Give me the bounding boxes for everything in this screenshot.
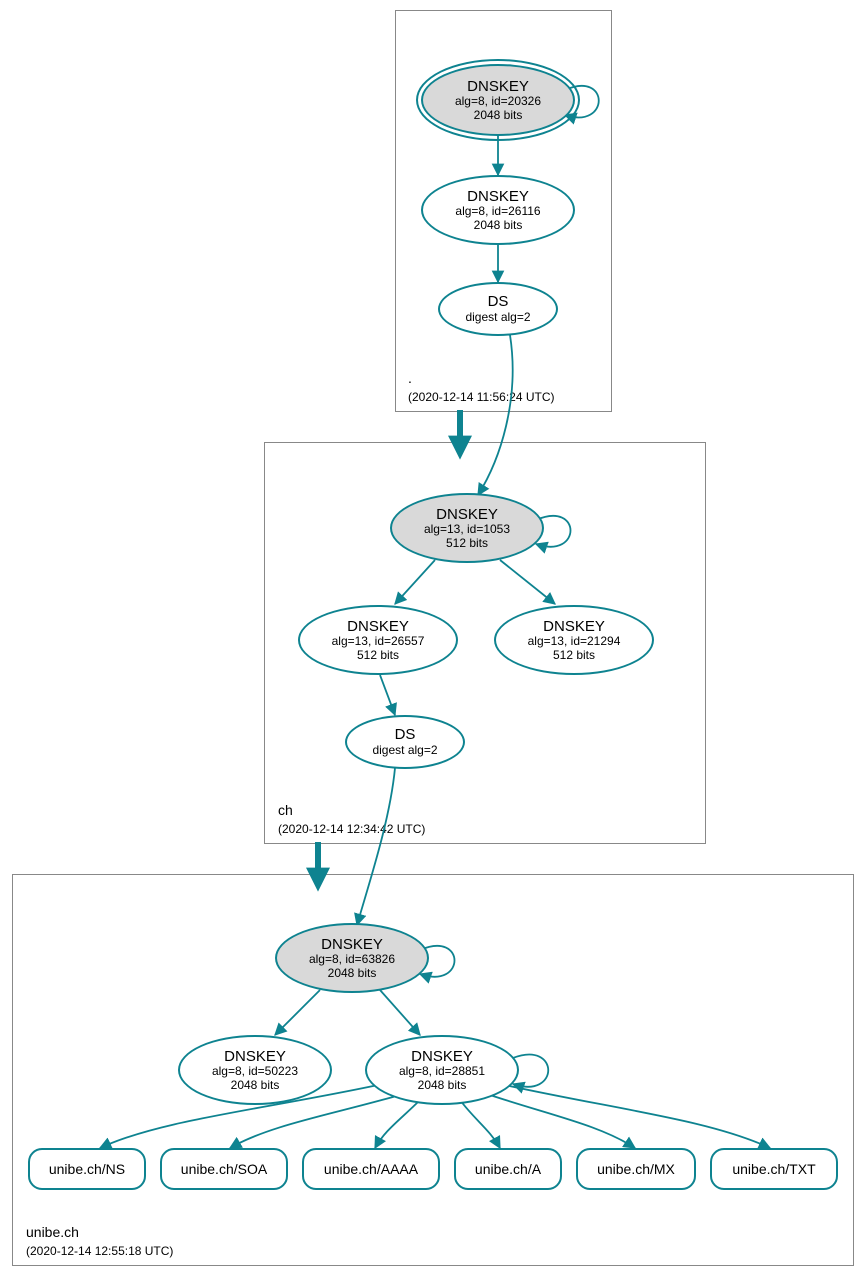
node-sub2: 512 bits	[446, 537, 488, 551]
node-root-ksk: DNSKEY alg=8, id=20326 2048 bits	[421, 64, 575, 136]
node-sub1: alg=8, id=26116	[455, 205, 540, 219]
node-title: DNSKEY	[467, 78, 529, 95]
node-title: DNSKEY	[347, 618, 409, 635]
node-title: DS	[395, 726, 416, 743]
node-sub2: 512 bits	[357, 649, 399, 663]
node-sub1: alg=13, id=21294	[528, 635, 621, 649]
node-ch-zsk1: DNSKEY alg=13, id=26557 512 bits	[298, 605, 458, 675]
record-mx: unibe.ch/MX	[576, 1148, 696, 1190]
zone-root-timestamp: (2020-12-14 11:56:24 UTC)	[408, 390, 555, 404]
node-sub2: 2048 bits	[418, 1079, 467, 1093]
node-title: DNSKEY	[436, 506, 498, 523]
node-title: DNSKEY	[224, 1048, 286, 1065]
node-sub1: alg=8, id=50223	[212, 1065, 298, 1079]
zone-unibe-timestamp: (2020-12-14 12:55:18 UTC)	[26, 1244, 173, 1258]
zone-unibe-label: unibe.ch	[26, 1224, 79, 1240]
node-title: DNSKEY	[411, 1048, 473, 1065]
record-aaaa: unibe.ch/AAAA	[302, 1148, 440, 1190]
node-unibe-ksk: DNSKEY alg=8, id=63826 2048 bits	[275, 923, 429, 993]
node-unibe-zsk1: DNSKEY alg=8, id=50223 2048 bits	[178, 1035, 332, 1105]
node-sub1: digest alg=2	[465, 311, 530, 325]
node-ch-ksk: DNSKEY alg=13, id=1053 512 bits	[390, 493, 544, 563]
node-sub2: 512 bits	[553, 649, 595, 663]
node-sub1: digest alg=2	[372, 744, 437, 758]
node-title: DNSKEY	[467, 188, 529, 205]
node-sub1: alg=8, id=63826	[309, 953, 395, 967]
node-sub2: 2048 bits	[328, 967, 377, 981]
zone-ch-timestamp: (2020-12-14 12:34:42 UTC)	[278, 822, 425, 836]
node-root-ds: DS digest alg=2	[438, 282, 558, 336]
node-sub1: alg=8, id=20326	[455, 95, 541, 109]
record-soa: unibe.ch/SOA	[160, 1148, 288, 1190]
node-unibe-zsk2: DNSKEY alg=8, id=28851 2048 bits	[365, 1035, 519, 1105]
record-ns: unibe.ch/NS	[28, 1148, 146, 1190]
node-sub1: alg=13, id=26557	[332, 635, 425, 649]
zone-root-label: .	[408, 370, 412, 386]
node-sub2: 2048 bits	[231, 1079, 280, 1093]
node-root-zsk: DNSKEY alg=8, id=26116 2048 bits	[421, 175, 575, 245]
node-title: DNSKEY	[543, 618, 605, 635]
node-sub1: alg=8, id=28851	[399, 1065, 485, 1079]
node-title: DNSKEY	[321, 936, 383, 953]
node-ch-zsk2: DNSKEY alg=13, id=21294 512 bits	[494, 605, 654, 675]
node-sub1: alg=13, id=1053	[424, 523, 510, 537]
node-sub2: 2048 bits	[474, 219, 523, 233]
node-title: DS	[488, 293, 509, 310]
node-sub2: 2048 bits	[474, 109, 523, 123]
record-a: unibe.ch/A	[454, 1148, 562, 1190]
record-txt: unibe.ch/TXT	[710, 1148, 838, 1190]
node-ch-ds: DS digest alg=2	[345, 715, 465, 769]
zone-ch-label: ch	[278, 802, 293, 818]
